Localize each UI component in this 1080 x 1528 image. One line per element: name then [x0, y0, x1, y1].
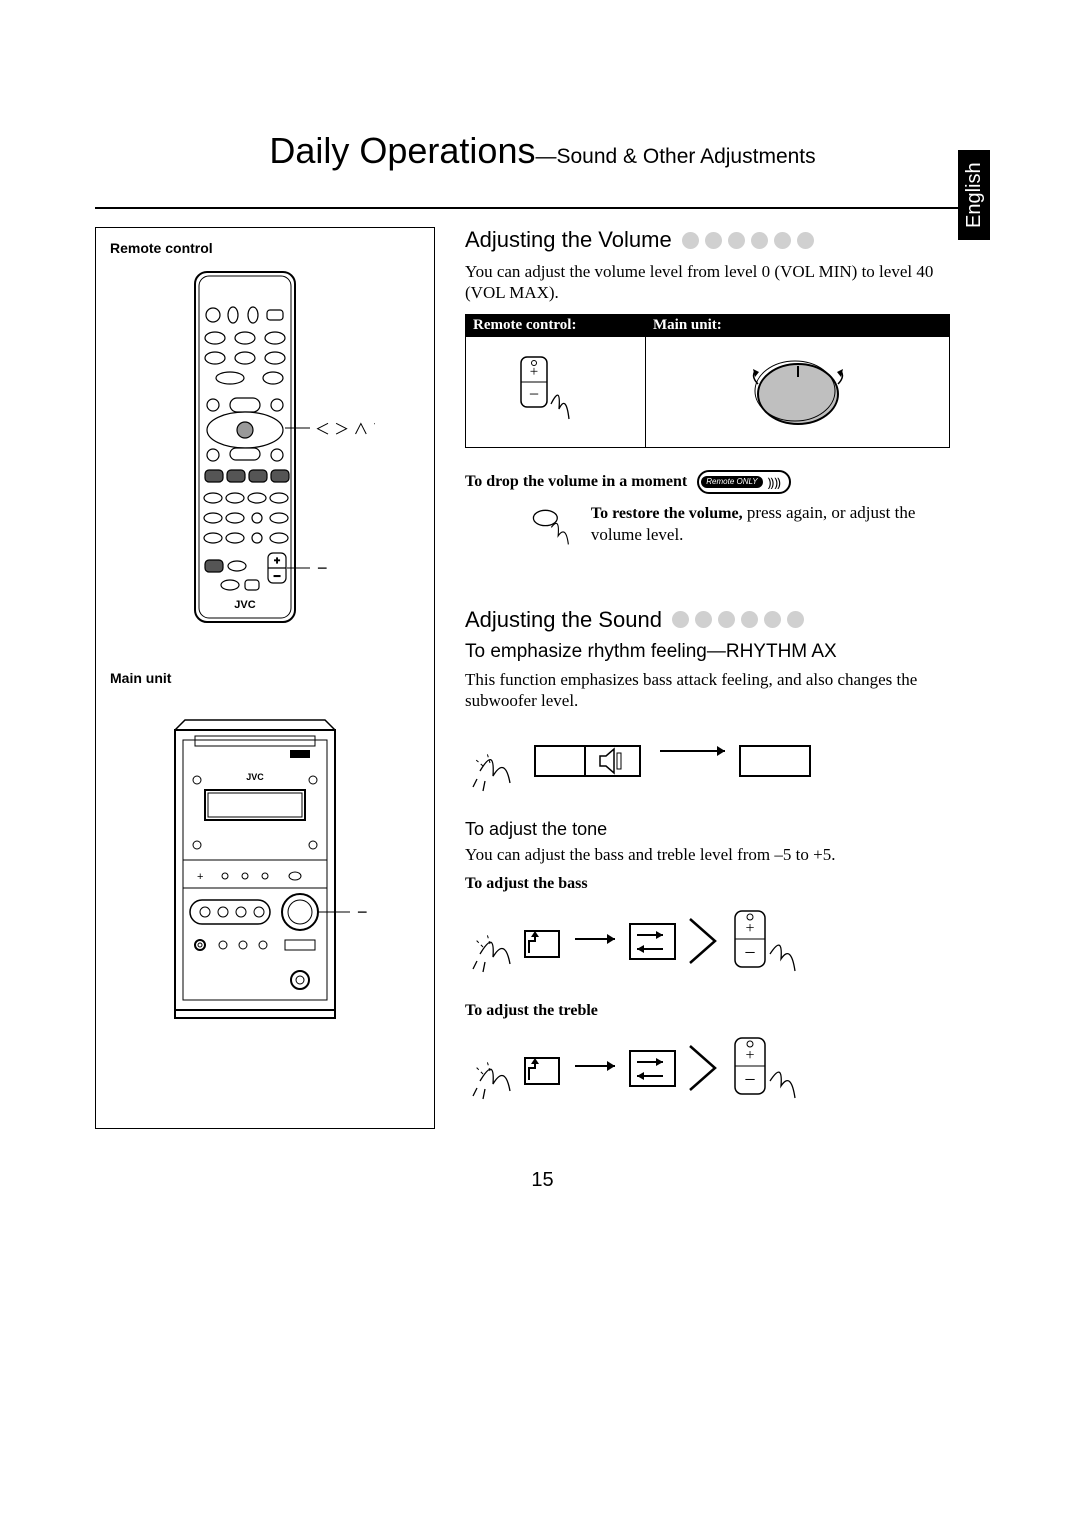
remote-control-label: Remote control — [110, 240, 420, 256]
rhythm-ax-heading: To emphasize rhythm feeling—RHYTHM AX — [465, 641, 950, 663]
svg-text:JVC: JVC — [246, 772, 264, 782]
svg-text:＜ ＞ ∧ ∨: ＜ ＞ ∧ ∨ — [315, 421, 375, 438]
drop-volume-row: To drop the volume in a moment Remote ON… — [465, 470, 950, 494]
tone-body: You can adjust the bass and treble level… — [465, 844, 950, 865]
adjust-treble-block: To adjust the treble + — [465, 1002, 950, 1111]
treble-label: To adjust the treble — [465, 1002, 950, 1020]
remote-only-badge: Remote ONLY ⸩⸩ — [697, 470, 791, 494]
main-vol-illustration — [646, 337, 949, 447]
svg-text:−: − — [273, 569, 280, 583]
treble-diagram: + − — [465, 1026, 950, 1111]
adjusting-volume-heading: Adjusting the Volume — [465, 227, 950, 253]
volume-description: You can adjust the volume level from lev… — [465, 261, 950, 304]
restore-text: To restore the volume, press again, or a… — [591, 502, 950, 545]
svg-text:+: + — [745, 920, 754, 937]
control-table-row: + − — [465, 337, 950, 448]
adjusting-sound-heading: Adjusting the Sound — [465, 607, 950, 633]
svg-text:+: + — [274, 556, 280, 567]
signal-icon: ⸩⸩ — [768, 473, 781, 491]
drop-volume-text: To drop the volume in a moment — [465, 473, 687, 491]
rhythm-ax-body: This function emphasizes bass attack fee… — [465, 669, 950, 712]
col-main: Main unit: — [645, 314, 950, 337]
remote-vol-illustration: + − — [466, 337, 646, 447]
main-unit-label: Main unit — [110, 670, 420, 686]
svg-text:+: + — [745, 1047, 754, 1064]
heading-text: Adjusting the Volume — [465, 227, 672, 253]
title-sub: —Sound & Other Adjustments — [535, 145, 815, 168]
bass-label: To adjust the bass — [465, 875, 950, 893]
remote-illustration: + − JVC ＜ ＞ ∧ ∨ − — [110, 270, 420, 630]
adjust-bass-block: To adjust the bass — [465, 875, 950, 984]
svg-text:JVC: JVC — [234, 599, 255, 611]
bass-diagram: + − — [465, 899, 950, 984]
page-number: 15 — [95, 1169, 990, 1192]
press-icon — [530, 502, 577, 557]
left-panel: Remote control — [95, 227, 435, 1129]
svg-text:−: − — [744, 1069, 755, 1091]
title-rule — [95, 207, 990, 209]
page-title: Daily Operations—Sound & Other Adjustmen… — [95, 130, 990, 172]
col-remote: Remote control: — [465, 314, 645, 337]
heading-text: Adjusting the Sound — [465, 607, 662, 633]
rhythm-diagram — [465, 721, 950, 801]
svg-text:−: − — [357, 902, 368, 922]
decorative-dots — [672, 611, 804, 628]
title-main: Daily Operations — [269, 130, 535, 171]
control-table-header: Remote control: Main unit: — [465, 314, 950, 337]
svg-text:−: − — [528, 384, 538, 404]
remote-only-label: Remote ONLY — [701, 476, 762, 488]
tone-heading: To adjust the tone — [465, 819, 950, 840]
main-unit-illustration: JVC + − — [110, 700, 420, 1040]
decorative-dots — [682, 232, 814, 249]
svg-text:−: − — [744, 942, 755, 964]
svg-text:−: − — [317, 558, 328, 578]
svg-text:+: + — [529, 364, 537, 380]
svg-text:+: + — [197, 871, 203, 883]
right-content: Adjusting the Volume You can adjust the … — [465, 227, 990, 1129]
language-tab: English — [958, 150, 990, 240]
restore-volume-row: To restore the volume, press again, or a… — [465, 502, 950, 557]
